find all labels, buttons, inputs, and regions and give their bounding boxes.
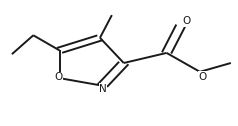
Text: N: N xyxy=(99,84,107,94)
Text: O: O xyxy=(54,72,62,83)
Text: O: O xyxy=(198,72,206,82)
Text: O: O xyxy=(183,16,191,26)
